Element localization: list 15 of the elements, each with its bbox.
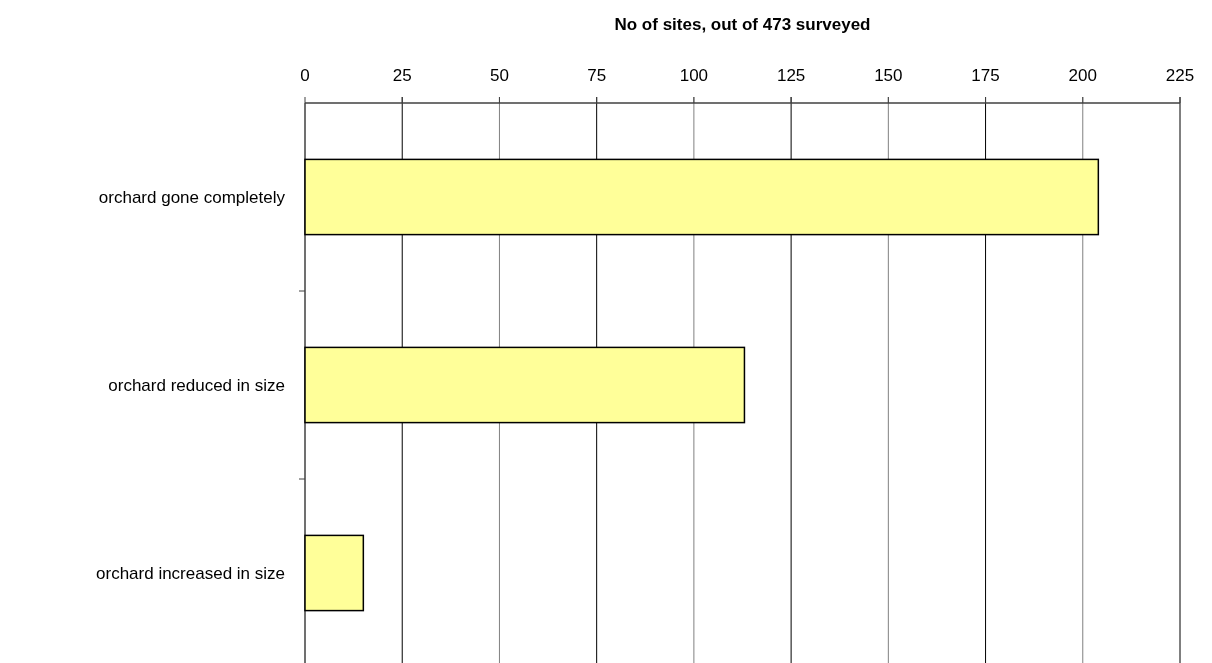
bar bbox=[304, 534, 365, 612]
y-tick-label: orchard increased in size bbox=[96, 563, 285, 583]
x-tick-label: 150 bbox=[874, 66, 903, 85]
x-tick-label: 75 bbox=[587, 66, 607, 85]
x-tick-label: 225 bbox=[1165, 66, 1195, 85]
x-tick-label: 175 bbox=[971, 66, 1000, 85]
x-tick-label: 100 bbox=[679, 66, 709, 85]
x-tick-label: 0 bbox=[300, 66, 310, 85]
x-axis-title: No of sites, out of 473 surveyed bbox=[614, 15, 871, 34]
x-tick-label: 200 bbox=[1068, 66, 1097, 85]
y-tick-label: orchard reduced in size bbox=[108, 375, 285, 395]
y-tick-label: orchard gone completely bbox=[98, 187, 286, 207]
x-tick-label: 50 bbox=[489, 66, 509, 85]
x-tick-label: 125 bbox=[776, 66, 806, 85]
x-tick-label: 25 bbox=[392, 66, 412, 85]
